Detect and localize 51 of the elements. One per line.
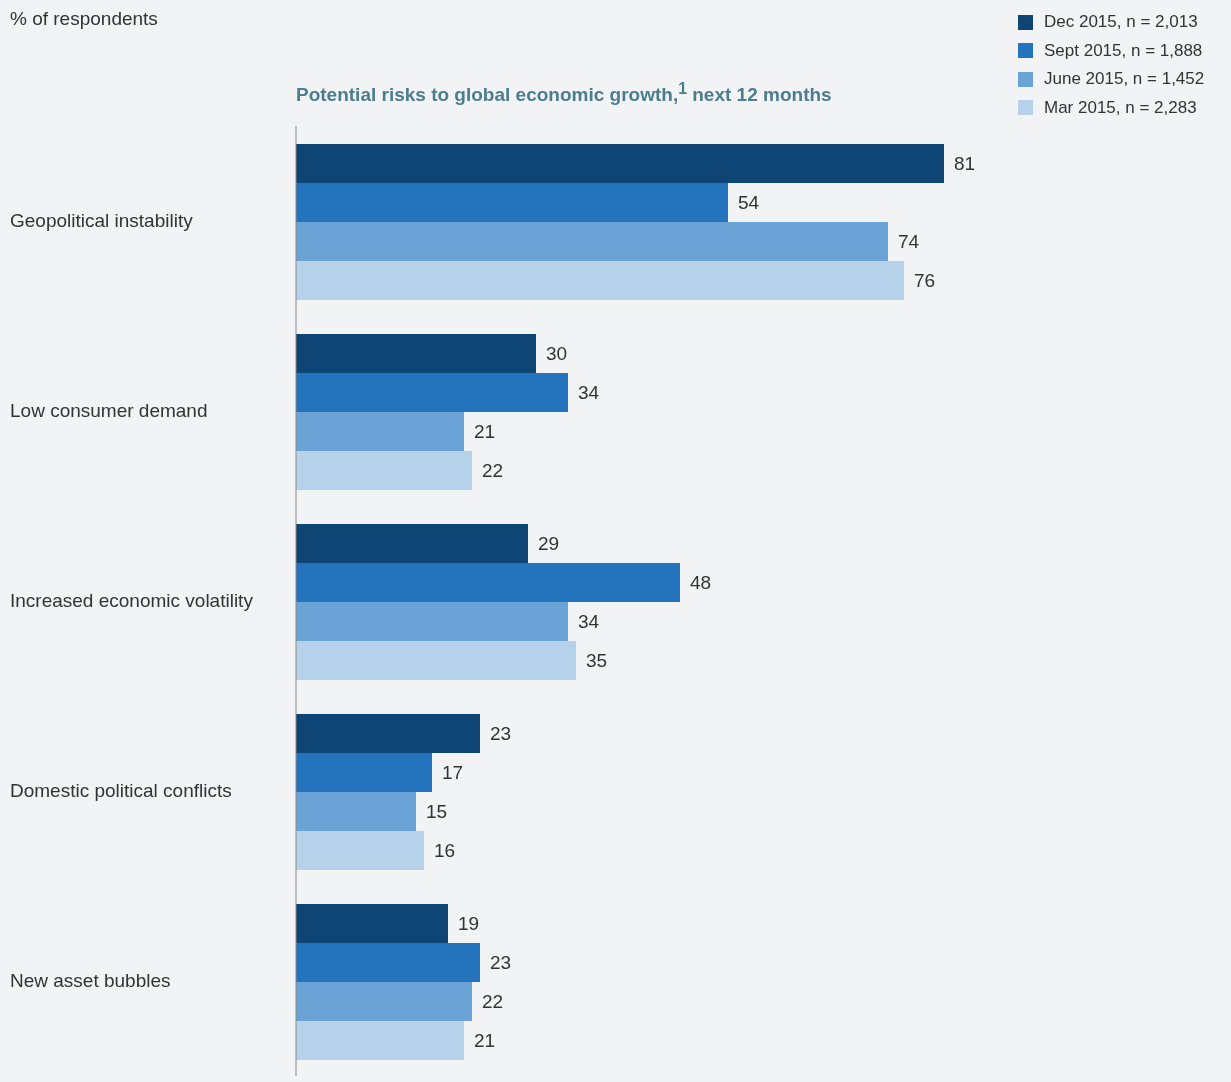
data-label: 54 [738, 192, 760, 214]
chart-title: Potential risks to global economic growth,$^{1}$ next 12 months [296, 80, 832, 107]
data-label: 30 [546, 343, 568, 365]
bar [296, 943, 480, 982]
bar [296, 714, 480, 753]
data-label: 22 [482, 991, 504, 1013]
y-tick-label: New asset bubbles [10, 970, 171, 991]
y-tick-label: Domestic political conflicts [10, 780, 232, 801]
data-label: 15 [426, 801, 448, 823]
bar [296, 602, 568, 641]
bar [296, 563, 680, 602]
bar [296, 373, 568, 412]
bar [296, 451, 472, 490]
bar [296, 222, 888, 261]
bar [296, 753, 432, 792]
legend-label: Sept 2015, n = 1,888 [1044, 40, 1203, 61]
data-label: 74 [898, 231, 920, 253]
data-label: 48 [690, 572, 712, 594]
text: % of respondents [10, 8, 158, 30]
data-label: 23 [490, 723, 512, 745]
legend-label: Mar 2015, n = 2,283 [1044, 97, 1197, 118]
data-label: 21 [474, 421, 496, 443]
bar [296, 524, 528, 563]
data-label: 76 [914, 270, 936, 292]
data-label: 22 [482, 460, 504, 482]
bar [296, 261, 904, 300]
legend-label: June 2015, n = 1,452 [1044, 69, 1205, 90]
data-label: 34 [578, 611, 600, 633]
bar [296, 1021, 464, 1060]
data-label: 16 [434, 840, 456, 862]
bar [296, 792, 416, 831]
data-label: 34 [578, 382, 600, 404]
y-tick-label: Increased economic volatility [10, 590, 254, 611]
data-label: 29 [538, 533, 560, 555]
bar [296, 641, 576, 680]
data-label: 81 [954, 153, 976, 175]
bar [296, 183, 728, 222]
bar [296, 904, 448, 943]
bar [296, 831, 424, 870]
data-label: 19 [458, 913, 480, 935]
y-tick-label: Low consumer demand [10, 400, 208, 421]
data-label: 35 [586, 650, 608, 672]
legend-label: Dec 2015, n = 2,013 [1044, 12, 1198, 33]
y-tick-label: Geopolitical instability [10, 210, 194, 231]
bar [296, 412, 464, 451]
bar [296, 144, 944, 183]
bar [296, 334, 536, 373]
data-label: 17 [442, 762, 464, 784]
data-label: 23 [490, 952, 512, 974]
bar [296, 982, 472, 1021]
data-label: 21 [474, 1030, 496, 1052]
